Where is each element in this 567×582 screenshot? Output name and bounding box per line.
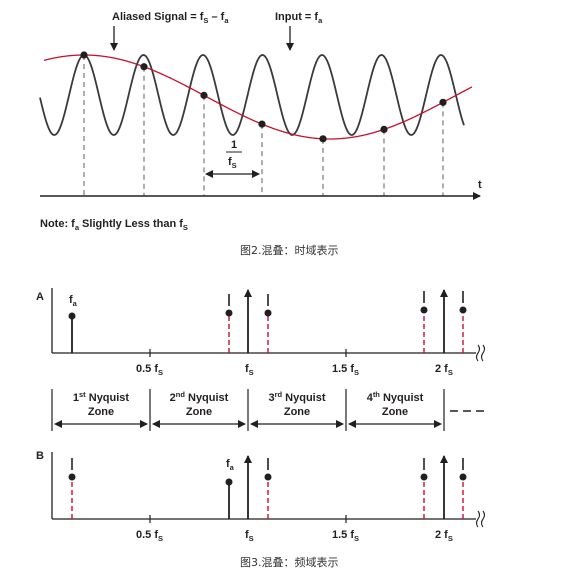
note-text: Note: fa Slightly Less than fS [40,218,188,232]
image-dot [264,309,272,317]
tick-label-fs: fS [245,363,254,377]
panel-a-axis-break [475,344,486,362]
zone-4-subtitle: Zone [382,406,408,418]
zone-3-subtitle: Zone [284,406,310,418]
sample-dash-lines [83,55,444,196]
frequency-domain-figure: A fa 0.5 fS fS 1.5 fS 2 fS 1st Ny [36,288,486,569]
sample-point [439,98,447,106]
sample-point [258,120,266,128]
panel-a-label: A [36,291,44,303]
nyquist-zones: 1st Nyquist Zone 2nd Nyquist Zone 3rd Ny… [51,389,484,431]
period-numerator: 1 [231,139,237,151]
signal-dot [225,478,233,486]
tick-label-2-fs: 2 fS [435,363,453,377]
panel-b-tick-labels: 0.5 fS fS 1.5 fS 2 fS [136,515,453,543]
signal-dot [68,312,76,320]
image-dot [459,306,467,314]
figure2-caption: 图2.混叠：时域表示 [240,243,339,257]
tick-label-half-fs: 0.5 fS [136,363,163,377]
zone-3-title: 3rd Nyquist [268,390,325,404]
sample-point [200,91,208,99]
period-denominator: fS [228,156,237,170]
panel-b-fa-label: fa [226,458,235,472]
tick-label-1-5-fs: 1.5 fS [332,363,359,377]
tick-label-half-fs: 0.5 fS [136,529,163,543]
tick-label-fs: fS [245,529,254,543]
image-dot [420,306,428,314]
sample-points [80,51,447,143]
zone-1-title: 1st Nyquist [73,390,130,404]
panel-b-label: B [36,450,44,462]
input-sine-wave [39,54,465,136]
zone-2-title: 2nd Nyquist [170,390,229,404]
panel-b-spectral-lines [68,455,467,519]
zone-2-subtitle: Zone [186,406,212,418]
tick-label-1-5-fs: 1.5 fS [332,529,359,543]
sample-point [380,125,388,134]
tick-label-2-fs: 2 fS [435,529,453,543]
figure3-caption: 图3.混叠：频域表示 [240,555,339,569]
zone-4-title: 4th Nyquist [367,390,424,404]
time-axis-label: t [478,179,482,191]
image-dot [420,473,428,481]
image-dot [68,473,76,481]
sample-point [319,135,327,143]
panel-a-fa-label: fa [69,294,78,308]
image-dot [264,473,272,481]
image-dot [225,309,233,317]
sample-point [80,51,88,59]
time-domain-figure: t Aliased Signal = fS – fa Input = fa 1 … [39,11,482,257]
panel-b-axis-break [475,510,486,528]
aliased-signal-label: Aliased Signal = fS – fa [112,11,229,25]
image-dot [459,473,467,481]
sample-point [140,63,148,71]
aliased-sine-wave [43,54,473,140]
panel-a-spectral-lines [68,289,467,353]
input-label: Input = fa [275,11,323,25]
zone-1-subtitle: Zone [88,406,114,418]
panel-a-tick-labels: 0.5 fS fS 1.5 fS 2 fS [136,349,453,377]
